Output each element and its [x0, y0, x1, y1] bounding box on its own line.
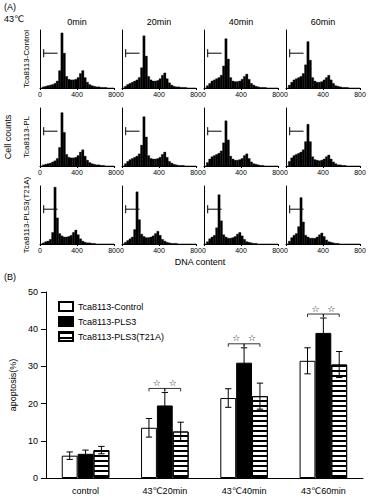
svg-text:0: 0 [120, 169, 124, 176]
svg-text:20: 20 [28, 399, 38, 409]
svg-text:800: 800 [272, 169, 284, 176]
svg-text:☆: ☆ [327, 304, 335, 314]
svg-text:20min: 20min [147, 17, 172, 27]
svg-text:control: control [72, 486, 99, 496]
svg-text:Tca8113-PL: Tca8113-PL [22, 115, 31, 158]
svg-text:400: 400 [71, 169, 83, 176]
svg-text:400: 400 [317, 247, 329, 254]
svg-text:☆: ☆ [248, 333, 256, 343]
svg-text:400: 400 [153, 247, 165, 254]
svg-text:800: 800 [108, 247, 120, 254]
svg-text:800: 800 [354, 247, 366, 254]
svg-text:50: 50 [28, 287, 38, 297]
svg-text:400: 400 [235, 169, 247, 176]
svg-text:0: 0 [38, 247, 42, 254]
svg-text:Tca8113-Control: Tca8113-Control [22, 30, 31, 88]
svg-text:0: 0 [38, 169, 42, 176]
svg-text:400: 400 [71, 91, 83, 98]
svg-text:Cell counts: Cell counts [3, 114, 13, 159]
svg-text:43℃60min: 43℃60min [301, 486, 346, 496]
svg-text:43℃20min: 43℃20min [142, 486, 187, 496]
svg-text:Tca8113-PLS3(T21A): Tca8113-PLS3(T21A) [78, 332, 164, 342]
svg-text:10: 10 [28, 436, 38, 446]
svg-text:0: 0 [33, 473, 38, 483]
svg-text:800: 800 [190, 247, 202, 254]
svg-text:apoptosis(%): apoptosis(%) [8, 359, 18, 412]
svg-text:DNA content: DNA content [175, 257, 226, 267]
svg-text:400: 400 [235, 91, 247, 98]
svg-text:43℃40min: 43℃40min [222, 486, 267, 496]
svg-text:0: 0 [202, 247, 206, 254]
svg-text:0: 0 [120, 247, 124, 254]
svg-text:43℃: 43℃ [4, 14, 24, 24]
svg-text:Tca8113-PLS3: Tca8113-PLS3 [78, 317, 136, 327]
svg-text:400: 400 [235, 247, 247, 254]
svg-text:☆: ☆ [232, 333, 240, 343]
svg-text:800: 800 [272, 91, 284, 98]
svg-text:☆: ☆ [311, 304, 319, 314]
svg-text:400: 400 [153, 91, 165, 98]
svg-text:(A): (A) [4, 2, 16, 12]
svg-text:0: 0 [284, 247, 288, 254]
svg-text:0: 0 [284, 169, 288, 176]
svg-text:800: 800 [190, 91, 202, 98]
svg-text:Tca8113-PLS3(T21A): Tca8113-PLS3(T21A) [22, 177, 31, 254]
svg-text:0: 0 [38, 91, 42, 98]
svg-text:40: 40 [28, 324, 38, 334]
svg-text:400: 400 [153, 169, 165, 176]
svg-text:Tca8113-Control: Tca8113-Control [78, 302, 143, 312]
svg-text:400: 400 [71, 247, 83, 254]
svg-text:800: 800 [108, 169, 120, 176]
svg-text:0: 0 [202, 91, 206, 98]
svg-text:0min: 0min [67, 17, 87, 27]
svg-text:0: 0 [202, 169, 206, 176]
svg-text:0: 0 [120, 91, 124, 98]
svg-text:800: 800 [108, 91, 120, 98]
svg-text:(B): (B) [4, 272, 16, 282]
svg-text:40min: 40min [229, 17, 254, 27]
svg-text:800: 800 [190, 169, 202, 176]
svg-text:☆: ☆ [153, 378, 161, 388]
svg-text:800: 800 [272, 247, 284, 254]
svg-text:☆: ☆ [169, 378, 177, 388]
svg-text:60min: 60min [311, 17, 336, 27]
svg-text:0: 0 [284, 91, 288, 98]
svg-text:800: 800 [354, 91, 366, 98]
svg-text:400: 400 [317, 91, 329, 98]
svg-text:400: 400 [317, 169, 329, 176]
svg-text:30: 30 [28, 361, 38, 371]
svg-text:800: 800 [354, 169, 366, 176]
